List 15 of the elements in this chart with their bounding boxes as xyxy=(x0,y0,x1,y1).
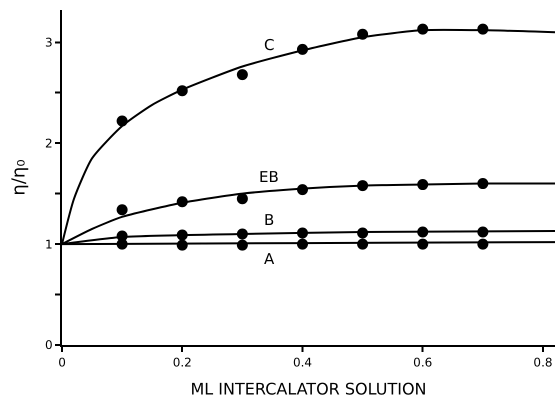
series-label: A xyxy=(264,250,275,268)
series-label: EB xyxy=(259,168,279,186)
y-tick-label: 1 xyxy=(44,237,53,252)
y-tick-label: 3 xyxy=(44,35,53,50)
x-tick-label: 0.6 xyxy=(413,355,432,370)
x-tick-label: 0.8 xyxy=(533,355,553,370)
y-tick-label: 0 xyxy=(44,338,53,352)
series-label: C xyxy=(264,36,274,54)
series-label: B xyxy=(264,211,274,229)
x-tick-label: 0 xyxy=(58,355,66,370)
x-tick-label: 0.4 xyxy=(292,355,312,370)
y-tick-label: 2 xyxy=(44,136,53,150)
x-axis-title: ML INTERCALATOR SOLUTION xyxy=(190,380,426,399)
x-tick-label: 0.2 xyxy=(172,355,192,370)
y-axis-title: η/η₀ xyxy=(8,159,30,196)
